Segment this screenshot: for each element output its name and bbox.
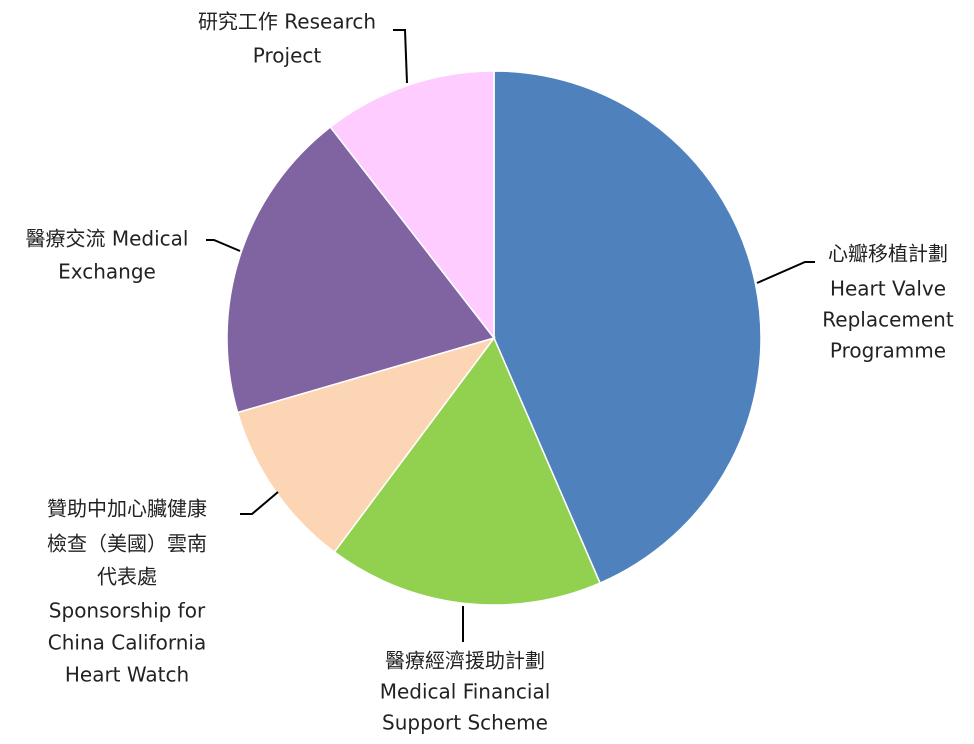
pie-slice — [226, 125, 496, 414]
slice-label: 研究工作 Research — [198, 10, 376, 34]
leader-line — [393, 29, 408, 84]
slice-label: 代表處 — [97, 565, 157, 589]
slice-label: Exchange — [58, 260, 156, 284]
slice-label: Medical Financial — [380, 680, 551, 704]
leader-line — [240, 491, 279, 515]
pie-slice — [329, 70, 495, 341]
slice-label: Replacement — [822, 308, 954, 332]
leader-line — [756, 261, 815, 284]
slice-label: 醫療經濟援助計劃 — [385, 649, 545, 673]
slice-label: 心瓣移植計劃 — [828, 242, 948, 266]
slice-label: Programme — [830, 339, 946, 363]
slice-label: 醫療交流 Medical — [26, 227, 189, 251]
pie-slice — [236, 336, 496, 554]
slice-label: Project — [253, 44, 322, 68]
slice-label: Support Scheme — [382, 711, 548, 735]
slice-label: 贊助中加心臟健康 — [47, 497, 207, 521]
slice-label: Heart Watch — [65, 663, 189, 687]
pie-slice — [333, 336, 602, 606]
slice-label: Heart Valve — [830, 277, 946, 301]
slice-label: Sponsorship for — [49, 599, 206, 623]
slice-label: China California — [48, 631, 206, 655]
pie-slice — [493, 70, 762, 585]
leader-line — [206, 239, 241, 252]
slice-label: 檢查（美國）雲南 — [47, 532, 207, 556]
